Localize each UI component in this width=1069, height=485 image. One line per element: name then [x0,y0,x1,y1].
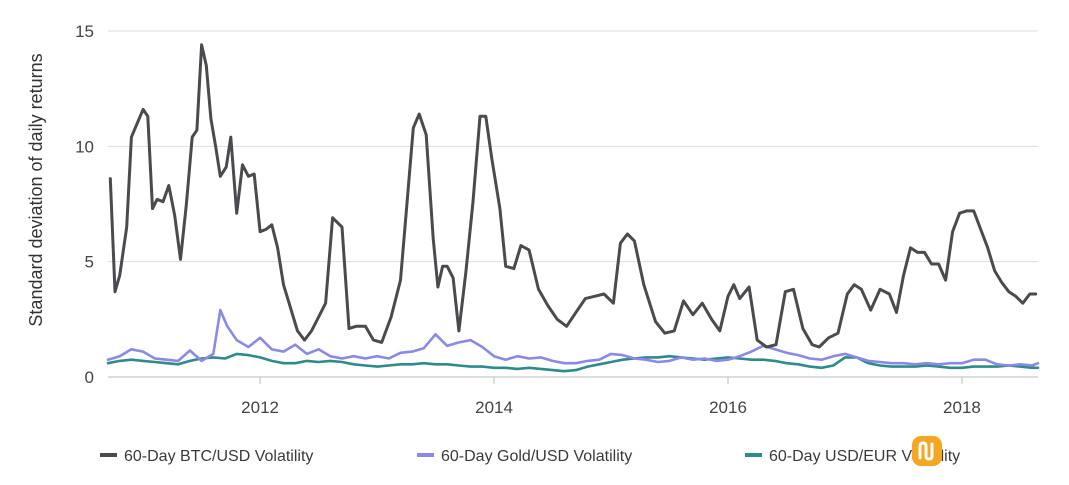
watermark-logo [912,436,942,466]
x-tick-label: 2018 [943,398,981,417]
legend-label-gold: 60-Day Gold/USD Volatility [441,448,632,465]
x-tick-label: 2014 [475,398,513,417]
y-axis-title: Standard deviation of daily returns [26,53,46,326]
x-axis: 2012 2014 2016 2018 [241,377,981,417]
series-line-gold [106,308,1040,367]
y-tick-label: 0 [85,368,94,387]
x-tick-label: 2012 [241,398,279,417]
series-lines [106,43,1040,373]
y-tick-label: 15 [75,22,94,41]
y-tick-label: 5 [85,253,94,272]
y-axis: 0 5 10 15 [75,22,94,387]
y-tick-label: 10 [75,137,94,156]
legend-item-gold: 60-Day Gold/USD Volatility [417,448,632,465]
x-tick-label: 2016 [709,398,747,417]
legend: 60-Day BTC/USD Volatility 60-Day Gold/US… [100,448,960,465]
legend-label-btc: 60-Day BTC/USD Volatility [124,448,313,465]
series-line-eur [106,352,1040,373]
grid-lines [108,30,1038,378]
legend-item-btc: 60-Day BTC/USD Volatility [100,448,313,465]
series-line-btc [108,43,1038,349]
